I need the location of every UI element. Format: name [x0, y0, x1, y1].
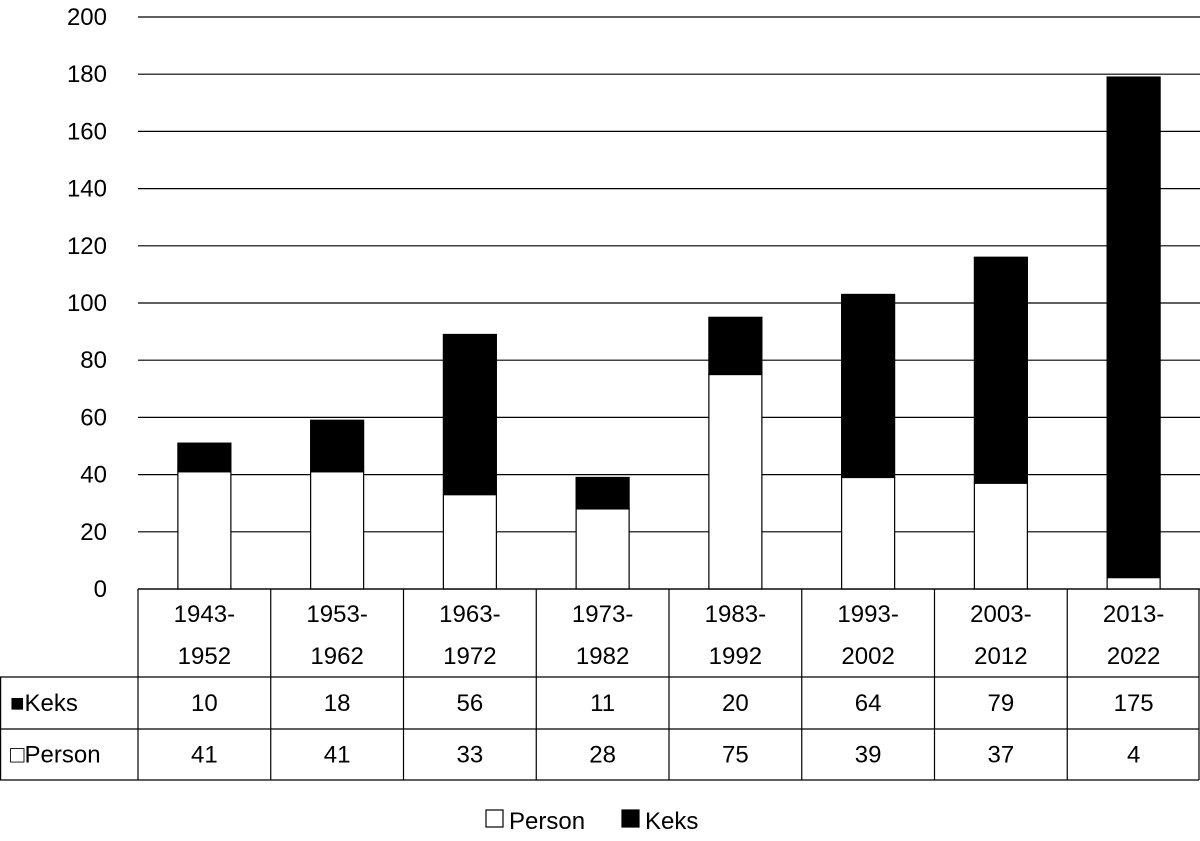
- table-cell: 37: [988, 742, 1015, 769]
- table-cell: 75: [722, 742, 749, 769]
- category-label: 1992: [709, 643, 762, 670]
- table-cell: 18: [324, 690, 351, 717]
- table-cell: 79: [988, 690, 1015, 717]
- category-label: 1963-: [439, 601, 500, 628]
- y-tick-label: 200: [67, 4, 107, 31]
- y-tick-label: 0: [94, 576, 107, 603]
- bars: [177, 76, 1161, 590]
- y-tick-label: 80: [80, 347, 107, 374]
- bar-keks: [841, 293, 896, 479]
- category-label: 2022: [1107, 643, 1160, 670]
- table-cell: 56: [457, 690, 484, 717]
- table-cell: 41: [191, 742, 218, 769]
- table-row-header: ■Keks: [10, 690, 78, 717]
- y-tick-label: 60: [80, 404, 107, 431]
- y-tick-label: 120: [67, 233, 107, 260]
- table-cell: 39: [855, 742, 882, 769]
- data-table: 1943- 1952 1953- 1962 1963- 1972 1973- 1982 1983…: [0, 588, 1200, 781]
- legend-swatch: [621, 809, 640, 828]
- bar-person: [1106, 576, 1161, 590]
- category-label: 2002: [841, 643, 894, 670]
- category-label: 1982: [576, 643, 629, 670]
- category-label: 2012: [974, 643, 1027, 670]
- category-label: 1943-: [174, 601, 235, 628]
- y-tick-label: 180: [67, 61, 107, 88]
- category-label: 1993-: [837, 601, 898, 628]
- y-tick-label: 100: [67, 290, 107, 317]
- bar-keks: [708, 316, 763, 376]
- gridlines: [138, 16, 1200, 590]
- category-label: 1973-: [572, 601, 633, 628]
- category-label: 1962: [310, 643, 363, 670]
- y-tick-label: 40: [80, 462, 107, 489]
- bar-keks: [973, 256, 1028, 484]
- bar-person: [841, 476, 896, 590]
- bar-person: [177, 471, 232, 590]
- table-cell: 64: [855, 690, 882, 717]
- bar-keks: [177, 442, 232, 473]
- legend-label: Person: [509, 808, 585, 835]
- category-label: 1952: [178, 643, 231, 670]
- category-label: 1972: [443, 643, 496, 670]
- table-cell: 41: [324, 742, 351, 769]
- category-label: 1983-: [705, 601, 766, 628]
- category-label: 2013-: [1103, 601, 1164, 628]
- table-cell: 20: [722, 690, 749, 717]
- table-row-header: □Person: [10, 742, 101, 769]
- bar-person: [708, 373, 763, 590]
- bar-keks: [575, 476, 630, 510]
- table-cell: 28: [589, 742, 616, 769]
- bar-person: [575, 508, 630, 590]
- table-cell: 4: [1127, 742, 1140, 769]
- table-cell: 33: [457, 742, 484, 769]
- legend-label: Keks: [645, 808, 698, 835]
- bar-keks: [1106, 76, 1161, 579]
- table-cell: 175: [1114, 690, 1154, 717]
- bar-person: [310, 471, 365, 590]
- legend: Person Keks: [485, 808, 698, 835]
- legend-swatch: [485, 809, 504, 828]
- bar-keks: [310, 419, 365, 473]
- category-label: 1953-: [306, 601, 367, 628]
- table-cell: 10: [191, 690, 218, 717]
- y-axis-ticks: 0 20 40 60 80 100 120 140 160 180 200: [67, 4, 107, 603]
- y-tick-label: 160: [67, 118, 107, 145]
- bar-person: [973, 482, 1028, 590]
- category-label: 2003-: [970, 601, 1031, 628]
- bar-person: [442, 494, 497, 590]
- bar-keks: [442, 333, 497, 496]
- table-cell: 11: [590, 690, 615, 717]
- y-tick-label: 20: [80, 519, 107, 546]
- y-tick-label: 140: [67, 176, 107, 203]
